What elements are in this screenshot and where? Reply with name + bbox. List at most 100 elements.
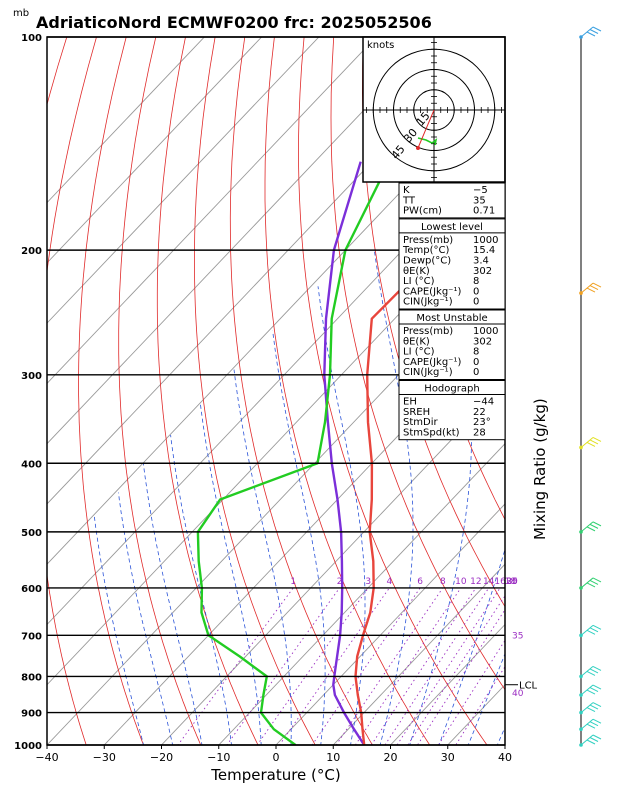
indices-table [398, 182, 506, 219]
lowest-level-table-row-value: 15.4 [473, 245, 495, 256]
hodograph-ring [413, 89, 455, 131]
wind-barb-flag [589, 439, 599, 445]
wind-barb-flag [589, 721, 599, 727]
temperature-tick-label: −10 [207, 751, 230, 764]
lcl-label: LCL [519, 681, 538, 692]
mixing-ratio-tick-label: 25 [506, 577, 517, 587]
wind-barb-flag [592, 437, 602, 442]
pressure-tick-label: 800 [21, 672, 42, 683]
lowest-level-table-row-value: 1000 [473, 235, 498, 246]
wind-barb-flag [589, 627, 599, 633]
lowest-level-table-row-value: 0 [473, 286, 479, 297]
moist-adiabat-line [496, 726, 505, 745]
mixing-ratio-line [335, 587, 444, 745]
wind-barb-flag [589, 285, 599, 291]
hodograph-table-row-label: StmSpd(kt) [403, 427, 460, 438]
wind-barb-flag [592, 26, 602, 32]
lowest-level-table-row-label: θE(K) [403, 266, 430, 277]
moist-adiabat-line [272, 330, 326, 745]
wind-barb-flag [586, 287, 596, 293]
pressure-tick-label: 200 [21, 246, 42, 257]
wind-barb-flag [592, 521, 602, 527]
wind-barb-flag [586, 442, 596, 447]
wind-barb-flag [592, 624, 602, 630]
wind-barb-flag [586, 31, 596, 37]
dry-adiabat-line [193, 37, 316, 745]
lowest-level-table [398, 218, 506, 310]
mixing-ratio-line [416, 608, 505, 745]
mixing-ratio-tick-label: 10 [455, 577, 467, 587]
dry-adiabat-line [264, 37, 431, 745]
most-unstable-table-row-value: 1000 [473, 326, 498, 337]
isotherm-line [160, 382, 505, 745]
indices-table-row-value: −5 [473, 185, 488, 196]
isotherm-line [275, 503, 505, 745]
moist-adiabat-line [118, 492, 174, 745]
wind-barb-flag [589, 704, 599, 710]
dry-adiabat-line [156, 37, 259, 745]
most-unstable-table-row-label: LI (°C) [403, 347, 435, 358]
indices-table-row-value: 35 [473, 195, 486, 206]
hodograph-table-row-label: EH [403, 397, 417, 408]
mixing-ratio-axis-title: Mixing Ratio (g/kg) [531, 398, 549, 540]
mixing-ratio-tick-label: 14 [483, 577, 495, 587]
wind-barb-flag [589, 579, 599, 585]
hodograph-trace [417, 137, 438, 146]
temperature-tick-label: −40 [35, 751, 58, 764]
hodograph-table-row-label: SREH [403, 407, 430, 418]
pressure-tick-label: 1000 [14, 741, 42, 752]
pressure-tick-label: 600 [21, 584, 42, 595]
mixing-ratio-line [396, 587, 501, 745]
mixing-ratio-tick-label: 30 [506, 577, 518, 587]
dry-adiabat-line [47, 37, 97, 745]
most-unstable-table-row-value: 8 [473, 347, 479, 358]
isotherm-line [389, 623, 505, 745]
indices-table-row-label: TT [402, 195, 416, 206]
wind-barb-flag [592, 665, 602, 671]
lowest-level-table-row-label: Press(mb) [403, 235, 453, 246]
wind-barb-flag [592, 702, 602, 708]
moist-adiabat-line [438, 547, 505, 745]
lowest-level-table-row-label: Dewp(°C) [403, 256, 451, 267]
lowest-level-table-row-value: 302 [473, 266, 492, 277]
wind-barb-flag [586, 526, 596, 532]
isotherm-line [47, 37, 263, 264]
dry-adiabat-line [509, 5, 618, 760]
wind-barb-flag [592, 577, 602, 583]
dry-adiabat-line [595, 5, 618, 760]
wind-barb-flag [589, 523, 599, 529]
wind-barb-flag [586, 723, 596, 729]
mixing-ratio-line [437, 639, 505, 745]
most-unstable-table-row-label: θE(K) [403, 336, 430, 347]
wind-barb-flag [586, 689, 596, 695]
isotherm-line [332, 563, 505, 745]
temperature-trace [354, 189, 505, 745]
mixing-ratio-line [407, 595, 505, 745]
lowest-level-table-row-value: 3.4 [473, 256, 489, 267]
isotherm-line [47, 262, 505, 745]
mixing-ratio-line [256, 587, 369, 745]
hodograph-ring [393, 69, 475, 151]
isotherm-line [548, 5, 618, 760]
mixing-ratio-tick-label: 16 [494, 577, 506, 587]
temperature-tick-label: −30 [93, 751, 116, 764]
mixing-ratio-tick-label: 12 [470, 577, 481, 587]
wind-barb-flag [592, 734, 602, 740]
lowest-level-table-heading: Lowest level [421, 222, 483, 233]
moist-adiabat-line [373, 250, 414, 745]
mixing-ratio-line [278, 587, 390, 745]
temperature-tick-label: 20 [384, 751, 398, 764]
isotherm-line [47, 37, 205, 204]
lowest-level-table-row-label: CAPE(Jkg⁻¹) [403, 286, 461, 297]
wind-barb-flag [586, 707, 596, 713]
pressure-tick-label: 100 [21, 33, 42, 44]
mixing-ratio-tick-label: 20 [506, 577, 518, 587]
hodograph-table-row-value: 22 [473, 407, 486, 418]
mixing-ratio-line [384, 587, 490, 745]
isotherm-line [47, 37, 320, 324]
hodograph-table-row-label: StmDir [403, 417, 438, 428]
dry-adiabat-line [567, 5, 618, 760]
dry-adiabat-line [47, 37, 68, 106]
